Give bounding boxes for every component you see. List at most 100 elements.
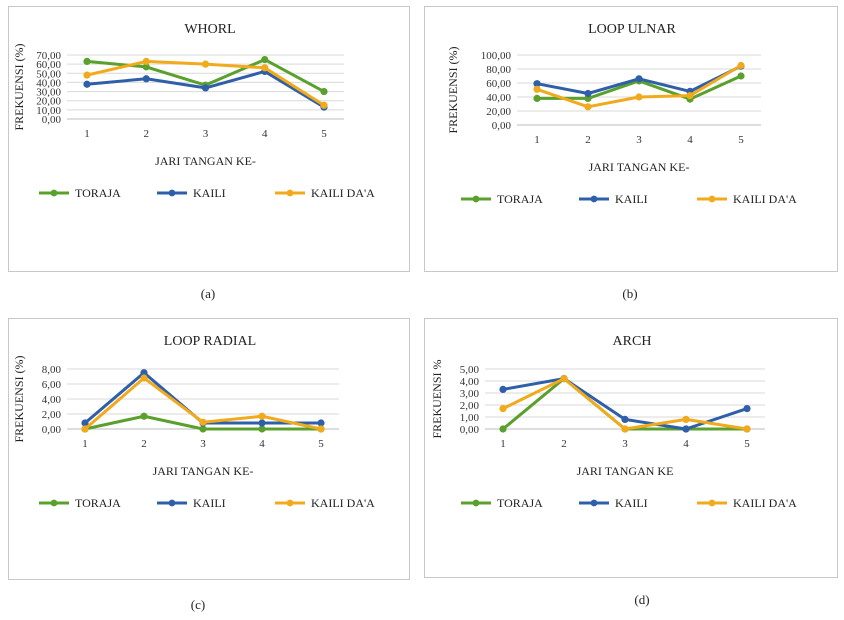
y-tick-label: 80,00 [486,64,511,76]
y-tick-label: 0,00 [42,424,62,436]
data-point-kaili [533,80,541,88]
x-tick-label: 1 [534,134,540,146]
y-tick-label: 1,00 [460,412,480,424]
y-tick-label: 40,00 [486,92,511,104]
chart-svg-whorl: WHORL 0,0010,0020,0030,0040,0050,0060,007… [12,22,375,200]
y-tick-label: 2,00 [42,409,62,421]
x-tick-label: 5 [744,438,750,450]
chart-panel-loop-ulnar: LOOP ULNAR 0,00 20,00 40,00 60,00 80,00 100,00… [424,6,838,272]
x-axis-label: JARI TANGAN KE [577,464,674,478]
y-tick-label: 8,00 [42,364,62,376]
x-tick-label: 1 [84,128,90,140]
x-tick-label: 5 [321,128,327,140]
legend-label-toraja: TORAJA [75,496,121,510]
chart-caption-a: (a) [200,286,216,301]
data-point-kaili-da-a [261,64,269,72]
data-point-kaili-da-a [533,85,541,93]
chart-panel-loop-radial: LOOP RADIAL 0,00 2,00 4,00 6,00 8,00 1 2 3 4 5 FREK… [8,318,410,580]
legend-label-toraja: TORAJA [497,496,543,510]
y-tick-label: 6,00 [42,379,62,391]
data-point-kaili-da-a [635,93,643,101]
data-point-kaili-da-a [199,418,207,426]
data-point-kaili-da-a [584,103,592,111]
chart-panel-whorl: WHORL 0,00 10,00 20,00 30,00 40,00 50,00 60,00 7… [8,6,410,272]
x-axis-label: JARI TANGAN KE- [155,154,256,168]
y-tick-label: 4,00 [42,394,62,406]
chart-svg-arch: ARCH 0,001,002,003,004,005,00 1 2 3 4 5 FREKUEN… [430,334,797,510]
data-point-kaili-da-a [81,425,89,433]
x-tick-label: 5 [318,438,324,450]
legend-marker-kaili [590,499,598,507]
legend-marker-toraja [472,499,480,507]
x-tick-label: 5 [738,134,744,146]
data-point-kaili [743,405,751,413]
data-point-toraja [533,94,541,102]
chart-caption-c: (c) [190,597,206,612]
legend-label-kaili: KAILI [193,186,226,200]
x-tick-label: 3 [200,438,206,450]
data-point-kaili [621,415,629,423]
chart-svg-loop-radial: LOOP RADIAL 0,00 2,00 4,00 6,00 8,00 1 2 3 4 5 FREK… [12,334,375,510]
legend-marker-toraja [50,499,58,507]
data-point-toraja [499,425,507,433]
y-tick-label: 3,00 [460,388,480,400]
legend-marker-toraja [472,195,480,203]
data-point-kaili-da-a [621,425,629,433]
y-tick-label: 60,00 [36,59,61,71]
x-tick-label: 1 [500,438,506,450]
x-axis-label: JARI TANGAN KE- [153,464,254,478]
data-point-kaili [635,75,643,83]
x-tick-label: 4 [687,134,693,146]
y-tick-label: 2,00 [460,400,480,412]
data-point-kaili-da-a [682,415,690,423]
legend-label-kaili-da-a: KAILI DA'A [311,496,375,510]
chart-title: LOOP ULNAR [588,22,676,37]
x-tick-label: 3 [636,134,642,146]
legend-label-kaili-da-a: KAILI DA'A [733,496,797,510]
y-tick-label: 4,00 [460,376,480,388]
data-point-toraja [258,425,266,433]
legend-marker-kaili-da-a [286,499,294,507]
y-axis-label: FREKUENSI (%) [12,356,26,443]
y-tick-label: 30,00 [36,87,61,99]
y-axis-label: FREKUENSI (%) [12,44,26,131]
data-point-kaili [584,89,592,98]
data-point-toraja [83,57,91,65]
legend-label-kaili-da-a: KAILI DA'A [311,186,375,200]
legend-marker-kaili [168,499,176,507]
legend-label-toraja: TORAJA [75,186,121,200]
x-tick-label: 3 [203,128,209,140]
chart-title: LOOP RADIAL [164,334,256,349]
legend-label-kaili: KAILI [615,496,648,510]
legend-marker-toraja [50,189,58,197]
data-point-kaili [140,369,148,377]
legend-label-toraja: TORAJA [497,192,543,206]
data-point-toraja [140,412,148,420]
data-point-kaili-da-a [317,425,325,433]
legend-marker-kaili [168,189,176,197]
data-point-kaili [81,419,89,427]
data-point-kaili-da-a [686,92,694,100]
legend-marker-kaili-da-a [286,189,294,197]
y-tick-label: 20,00 [486,106,511,118]
data-point-kaili-da-a [83,71,91,79]
y-tick-label: 0,00 [492,120,512,132]
x-tick-label: 4 [262,128,268,140]
y-tick-label: 100,00 [481,50,512,62]
y-tick-label: 60,00 [486,78,511,90]
data-point-kaili-da-a [320,101,328,109]
y-tick-label: 5,00 [460,364,480,376]
data-point-kaili [83,80,91,88]
data-point-kaili-da-a [258,412,266,420]
x-axis-label: JARI TANGAN KE- [589,160,690,174]
series-line-kaili-da-a [536,64,742,109]
legend-label-kaili: KAILI [615,192,648,206]
y-tick-label: 40,00 [36,77,61,89]
data-point-kaili [142,75,150,83]
chart-title: WHORL [184,22,235,37]
data-point-toraja [199,425,207,433]
chart-panel-arch: ARCH 0,00 1,00 2,00 3,00 4,00 5,00 1 2 3 4 5 FREKUEN… [424,318,838,578]
data-point-kaili [258,419,266,427]
data-point-kaili [201,84,210,92]
legend-marker-kaili-da-a [708,499,716,507]
